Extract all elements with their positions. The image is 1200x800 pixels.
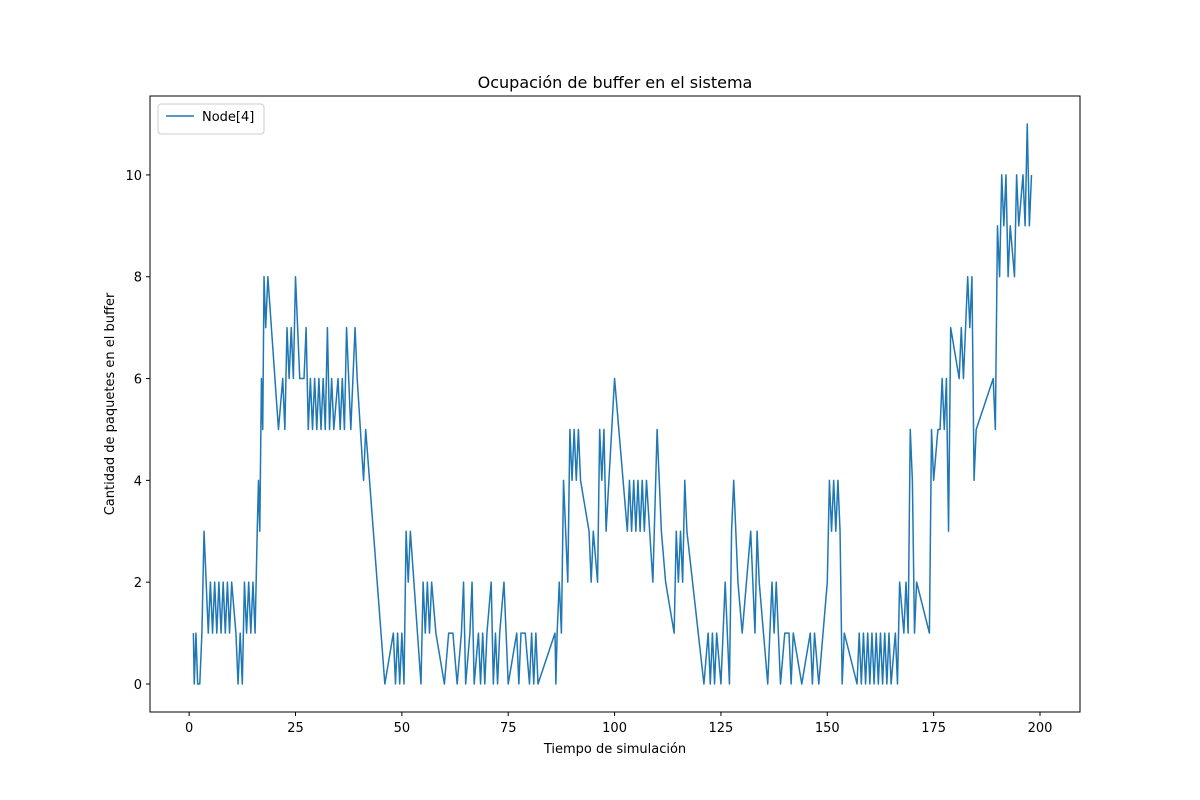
y-tick-label: 0	[134, 678, 142, 693]
x-tick-label: 50	[394, 721, 411, 736]
data-line	[192, 123, 1033, 685]
x-tick-label: 125	[709, 721, 734, 736]
y-axis-label: Cantidad de paquetes en el buffer	[103, 292, 118, 515]
y-tick-label: 8	[134, 271, 142, 286]
x-tick-label: 200	[1028, 721, 1053, 736]
chart-title: Ocupación de buffer en el sistema	[478, 73, 753, 92]
y-tick-label: 6	[134, 373, 142, 388]
x-tick-label: 0	[185, 721, 193, 736]
x-tick-label: 75	[500, 721, 517, 736]
y-tick-label: 2	[134, 576, 142, 591]
legend-label: Node[4]	[202, 110, 254, 125]
x-tick-label: 25	[287, 721, 304, 736]
x-axis-label: Tiempo de simulación	[543, 742, 686, 757]
y-tick-label: 4	[134, 474, 142, 489]
x-tick-label: 150	[815, 721, 840, 736]
legend-box	[157, 103, 265, 135]
plot-frame	[149, 95, 1081, 713]
x-tick-label: 100	[602, 721, 627, 736]
y-tick-label: 10	[125, 169, 142, 184]
x-tick-label: 175	[921, 721, 946, 736]
